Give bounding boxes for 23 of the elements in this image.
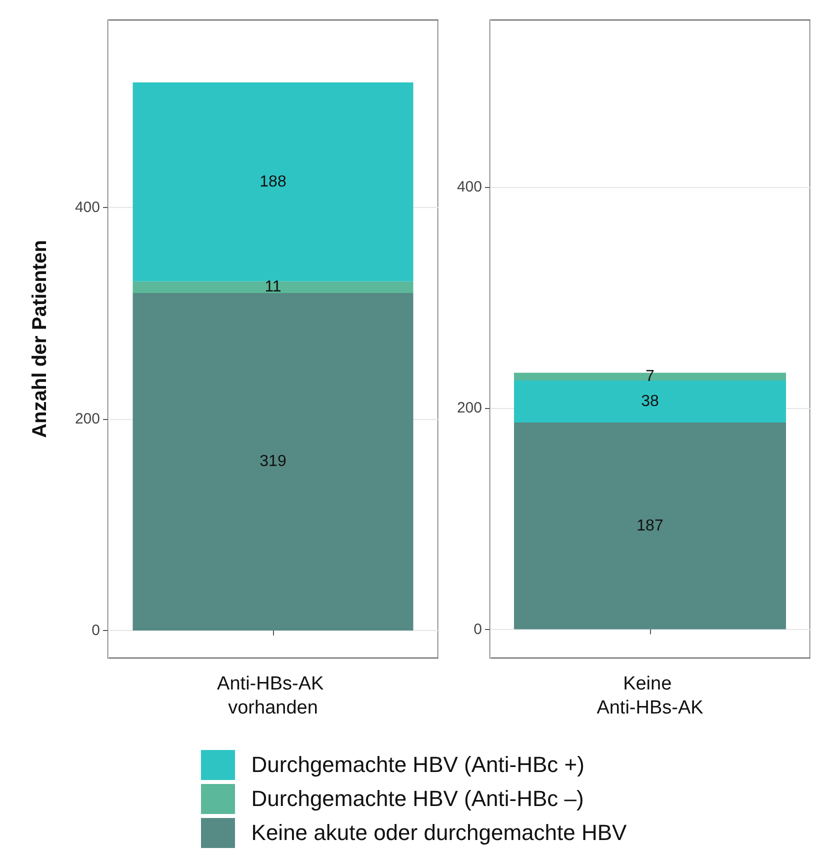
- legend-label: Durchgemachte HBV (Anti-HBc –): [251, 786, 584, 812]
- bar: [132, 292, 414, 630]
- data-label: 7: [646, 368, 655, 386]
- y-tick-label: 400: [74, 198, 100, 216]
- data-label: 188: [260, 173, 286, 190]
- y-tick-label: 200: [456, 400, 482, 417]
- data-label: 38: [641, 392, 659, 410]
- bar: [514, 380, 786, 422]
- bar: [132, 82, 414, 282]
- data-label: 11: [264, 278, 282, 296]
- legend-label: Keine akute oder durchgemachte HBV: [251, 820, 627, 846]
- legend-label: Durchgemachte HBV (Anti-HBc +): [251, 752, 584, 778]
- x-tick-label: Anti-HBs-AK vorhanden: [217, 674, 329, 718]
- bar: [132, 281, 414, 293]
- bar: [514, 422, 786, 630]
- data-label: 187: [636, 517, 664, 534]
- y-tick-label: 400: [456, 178, 482, 196]
- data-label: 319: [260, 453, 286, 470]
- y-tick-label: 0: [92, 622, 100, 639]
- y-tick-label: 0: [474, 620, 482, 638]
- x-tick-label: Keine Anti-HBs-AK: [596, 674, 704, 718]
- y-tick-label: 200: [74, 410, 100, 428]
- y-axis-title: Anzahl der Patienten: [29, 240, 51, 438]
